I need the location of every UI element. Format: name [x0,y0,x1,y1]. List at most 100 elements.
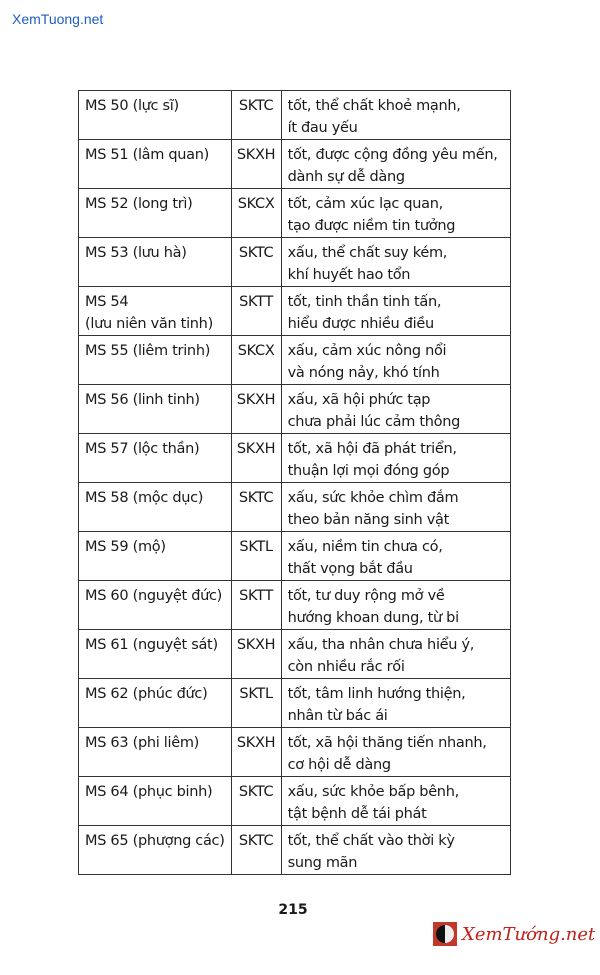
table-row: MS 52 (long trì) SKCX tốt, cảm xúc lạc qua… [78,188,512,238]
star-name-cell: MS 57 (lộc thần) [78,433,232,483]
description-cell-line: tốt, tinh thần tinh tấn, [287,294,442,310]
description-cell-line: tốt, xã hội đã phát triển, [287,441,457,457]
category-code-cell: SKTC [230,237,282,287]
description-cell-line: và nóng nảy, khó tính [287,365,440,381]
category-code-cell: SKXH [230,384,282,434]
category-code-cell-line: SKCX [237,343,275,359]
description-cell-line: xấu, tha nhân chưa hiểu ý, [287,637,475,653]
table-row: MS 59 (mộ) SKTL xấu, niềm tin chưa có, thất… [78,531,512,581]
description-cell-line: tốt, thể chất vào thời kỳ [287,833,455,849]
star-name-cell: MS 62 (phúc đức) [78,678,232,728]
site-logo: XemTướng.net [433,922,595,946]
description-cell-line: xấu, thể chất suy kém, [287,245,448,261]
description-cell: xấu, thể chất suy kém, khí huyết hao tổn [280,237,512,287]
category-code-cell-line: SKCX [237,196,275,212]
star-name-cell: MS 60 (nguyệt đức) [78,580,232,630]
description-cell-line: thất vọng bắt đầu [287,561,413,577]
description-cell-line: tốt, tâm linh hướng thiện, [287,686,466,702]
watermark-text: XemTuong.net [12,11,104,27]
star-name-cell-line: MS 58 (mộc dục) [85,490,204,506]
category-code-cell: SKCX [230,188,282,238]
description-cell-line: hiểu được nhiều điều [287,316,435,332]
star-name-cell: MS 55 (liêm trinh) [78,335,232,385]
description-cell-line: tạo được niềm tin tưởng [287,218,456,234]
description-cell-line: khí huyết hao tổn [287,267,411,283]
category-code-cell-line: SKXH [236,441,276,457]
description-cell-line: tốt, cảm xúc lạc quan, [287,196,444,212]
star-name-cell: MS 52 (long trì) [78,188,232,238]
category-code-cell: SKXH [230,433,282,483]
category-code-cell-line: SKTC [238,833,274,849]
description-cell: xấu, tha nhân chưa hiểu ý, còn nhiều rắc … [280,629,512,679]
description-cell-line: tốt, xã hội thăng tiến nhanh, [287,735,487,751]
star-name-cell-line: MS 50 (lực sĩ) [85,98,179,114]
category-code-cell-line: SKXH [236,147,276,163]
description-cell-line: theo bản năng sinh vật [287,512,450,528]
category-code-cell-line: SKXH [236,637,276,653]
table-row: MS 65 (phượng các) SKTC tốt, thể chất vào … [78,825,512,875]
table-row: MS 62 (phúc đức) SKTL tốt, tâm linh hướng … [78,678,512,728]
description-cell-line: sung mãn [287,855,358,871]
description-cell: xấu, xã hội phức tạp chưa phải lúc cảm th… [280,384,512,434]
star-name-cell-line: MS 62 (phúc đức) [85,686,208,702]
logo-text: XemTướng.net [462,923,596,945]
category-code-cell-line: SKXH [236,392,276,408]
star-name-cell-line: MS 60 (nguyệt đức) [85,588,223,604]
star-name-cell-line: MS 64 (phục binh) [85,784,213,800]
star-name-cell: MS 61 (nguyệt sát) [78,629,232,679]
table-row: MS 53 (lưu hà) SKTC xấu, thể chất suy kém,… [78,237,512,287]
star-name-cell: MS 56 (linh tinh) [78,384,232,434]
category-code-cell-line: SKTL [239,686,273,702]
category-code-cell: SKTC [230,825,282,875]
description-cell: xấu, sức khỏe bấp bênh, tật bệnh dễ tái p… [280,776,512,826]
description-cell: tốt, cảm xúc lạc quan, tạo được niềm tin … [280,188,512,238]
star-name-cell-line: MS 53 (lưu hà) [85,245,187,261]
table-row: MS 64 (phục binh) SKTC xấu, sức khỏe bấp b… [78,776,512,826]
star-name-cell-line: MS 65 (phượng các) [85,833,225,849]
ms-table: MS 50 (lực sĩ) SKTC tốt, thể chất khoẻ mạn… [78,90,512,875]
description-cell: tốt, thể chất vào thời kỳ sung mãn [280,825,512,875]
description-cell-line: chưa phải lúc cảm thông [287,414,461,430]
description-cell-line: xấu, niềm tin chưa có, [287,539,443,555]
star-name-cell-line: MS 59 (mộ) [85,539,166,555]
description-cell: xấu, cảm xúc nông nổi và nóng nảy, khó tí… [280,335,512,385]
description-cell-line: ít đau yếu [287,120,358,136]
category-code-cell-line: SKTC [238,490,274,506]
description-cell-line: xấu, sức khỏe bấp bênh, [287,784,460,800]
description-cell: tốt, xã hội thăng tiến nhanh, cơ hội dễ d… [280,727,512,777]
star-name-cell-line: MS 56 (linh tinh) [85,392,200,408]
category-code-cell-line: SKTL [239,539,273,555]
star-name-cell: MS 54 (lưu niên văn tinh) [78,286,232,336]
description-cell-line: tốt, tư duy rộng mở về [287,588,445,604]
description-cell-line: hướng khoan dung, từ bi [287,610,460,626]
description-cell: tốt, được cộng đồng yêu mến, dành sự dễ d… [280,139,512,189]
description-cell-line: tốt, được cộng đồng yêu mến, [287,147,498,163]
category-code-cell: SKTL [230,678,282,728]
category-code-cell: SKCX [230,335,282,385]
description-cell-line: nhân từ bác ái [287,708,388,724]
category-code-cell-line: SKTC [238,245,274,261]
category-code-cell: SKXH [230,139,282,189]
star-name-cell-line: (lưu niên văn tinh) [85,316,213,332]
star-name-cell-line: MS 63 (phi liêm) [85,735,200,751]
star-name-cell-line: MS 61 (nguyệt sát) [85,637,218,653]
star-name-cell-line: MS 57 (lộc thần) [85,441,200,457]
table-row: MS 50 (lực sĩ) SKTC tốt, thể chất khoẻ mạn… [78,90,512,140]
star-name-cell-line: MS 55 (liêm trinh) [85,343,211,359]
category-code-cell-line: SKTT [239,294,274,310]
star-name-cell: MS 65 (phượng các) [78,825,232,875]
description-cell: xấu, niềm tin chưa có, thất vọng bắt đầu [280,531,512,581]
star-name-cell: MS 64 (phục binh) [78,776,232,826]
description-cell: tốt, thể chất khoẻ mạnh, ít đau yếu [280,90,512,140]
category-code-cell-line: SKTT [239,588,274,604]
star-name-cell: MS 59 (mộ) [78,531,232,581]
description-cell-line: cơ hội dễ dàng [287,757,391,773]
category-code-cell-line: SKXH [236,735,276,751]
category-code-cell: SKXH [230,629,282,679]
description-cell-line: tốt, thể chất khoẻ mạnh, [287,98,461,114]
category-code-cell: SKTT [230,580,282,630]
star-name-cell: MS 50 (lực sĩ) [78,90,232,140]
star-name-cell-line: MS 51 (lâm quan) [85,147,210,163]
table-row: MS 54 (lưu niên văn tinh) SKTT tốt, tinh th… [78,286,512,336]
star-name-cell: MS 53 (lưu hà) [78,237,232,287]
